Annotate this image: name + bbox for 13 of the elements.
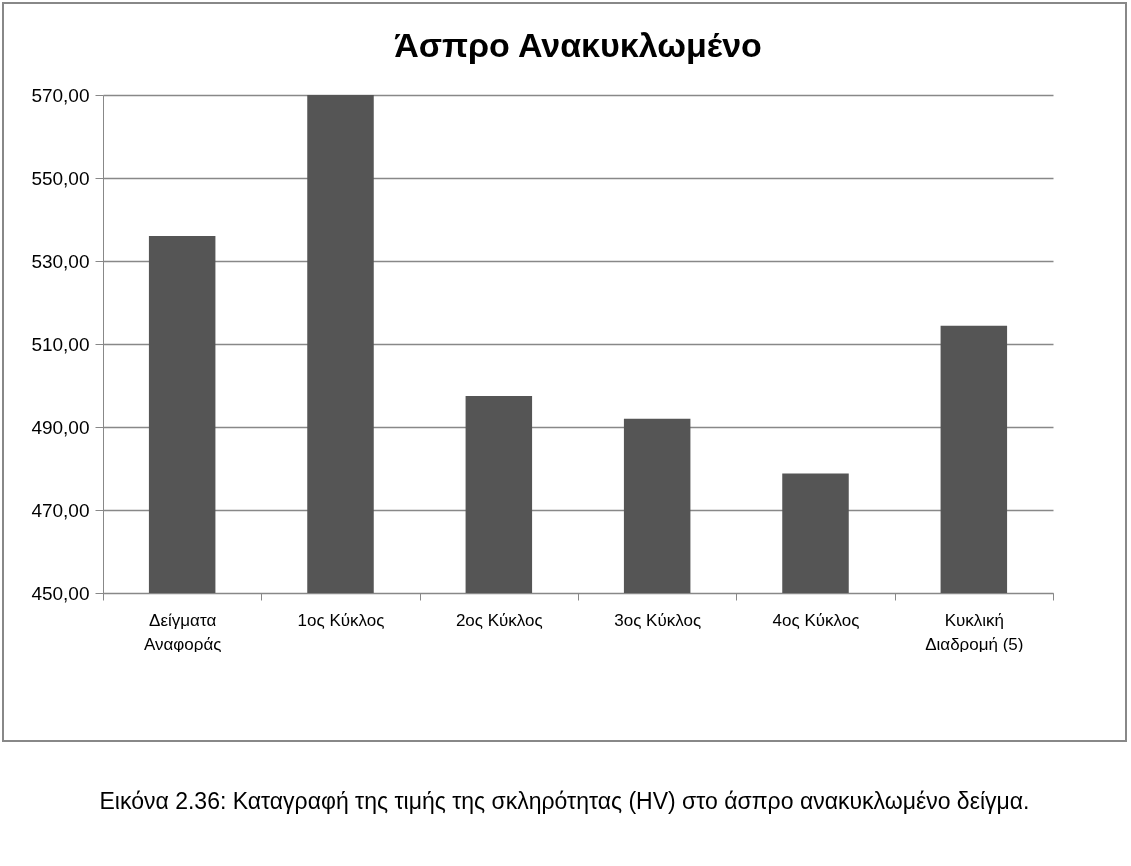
y-tick-label: 570,00 (31, 84, 90, 106)
y-tick-label: 550,00 (31, 167, 90, 189)
y-tick-label: 450,00 (31, 582, 90, 604)
y-tick-label: 490,00 (31, 416, 90, 438)
x-tick-label: 3ος Κύκλος (614, 610, 702, 630)
text: Εικόνα 2.36: Καταγραφή της τιμής της σκληρότητας (HV) στο άσπρο ανακυκλωμένο δείγμα. (99, 786, 1030, 816)
y-tick-label: 510,00 (31, 333, 90, 355)
x-tick-label: 1ος Κύκλος (297, 610, 385, 630)
y-tick-label: 470,00 (31, 499, 90, 521)
x-tick-label: 2ος Κύκλος (455, 610, 543, 630)
chart-title: Άσπρο Ανακυκλωμένο (394, 26, 762, 64)
x-tick-label: 4ος Κύκλος (772, 610, 860, 630)
y-tick-label: 530,00 (31, 250, 90, 272)
